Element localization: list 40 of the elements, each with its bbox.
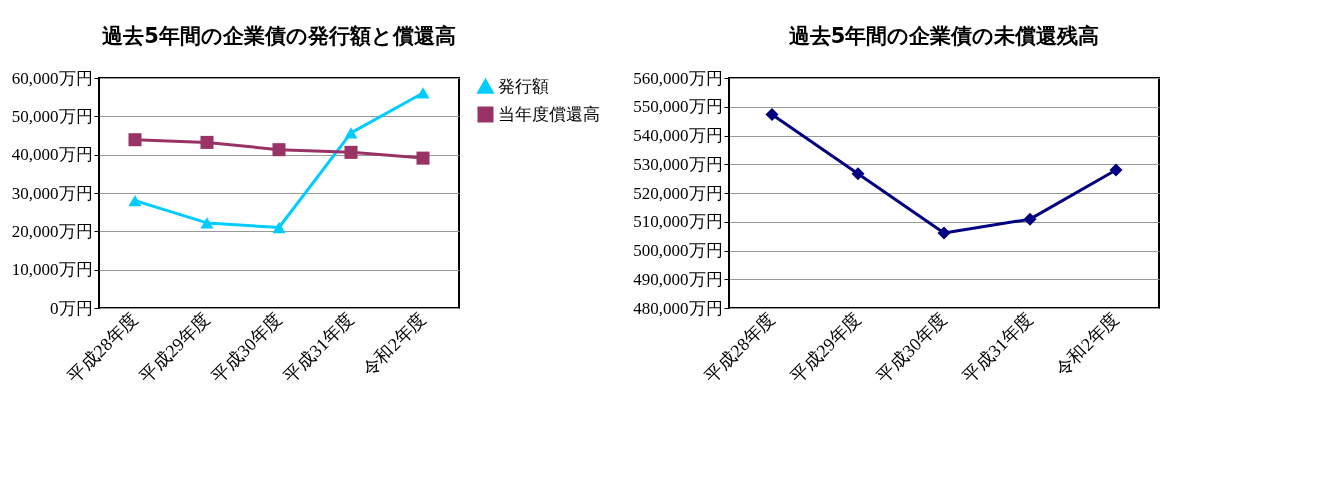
- point: [851, 167, 865, 181]
- point: [416, 151, 430, 165]
- y-tick-label: 10,000万円: [11, 260, 93, 280]
- point: [128, 133, 142, 147]
- y-tick-label: 480,000万円: [633, 298, 723, 318]
- point: [937, 226, 951, 240]
- x-tick-label: 平成30年度: [873, 308, 951, 387]
- x-tick-label: 令和2年度: [358, 308, 430, 381]
- legend-label: 当年度償還高: [498, 103, 600, 124]
- y-tick-label: 500,000万円: [633, 241, 723, 260]
- y-tick-label: 490,000万円: [633, 269, 723, 289]
- point: [200, 135, 214, 149]
- point: [272, 221, 286, 234]
- point: [200, 217, 214, 229]
- point: [416, 87, 430, 99]
- point: [344, 127, 358, 139]
- y-tick-label: 520,000万円: [633, 183, 723, 203]
- legend-label: 発行額: [498, 75, 549, 96]
- chart-title: 過去5年間の企業債の発行額と償還高: [102, 24, 456, 48]
- point: [128, 195, 142, 207]
- y-tick-label: 0万円: [50, 298, 93, 318]
- y-tick-label: 530,000万円: [633, 154, 723, 174]
- y-tick-label: 40,000万円: [11, 145, 93, 165]
- point: [272, 143, 286, 157]
- y-tick-label: 30,000万円: [11, 183, 93, 203]
- x-tick-label: 平成29年度: [787, 308, 865, 387]
- point: [765, 107, 779, 122]
- x-tick-label: 平成31年度: [959, 308, 1037, 387]
- y-tick-label: 510,000万円: [633, 212, 723, 232]
- y-tick-label: 550,000万円: [633, 97, 723, 117]
- point: [1109, 163, 1123, 177]
- point: [344, 145, 358, 159]
- y-tick-label: 540,000万円: [633, 126, 723, 145]
- y-tick-label: 50,000万円: [11, 106, 93, 126]
- y-tick-label: 560,000万円: [633, 68, 723, 88]
- x-tick-label: 令和2年度: [1051, 308, 1123, 381]
- y-tick-label: 60,000万円: [11, 68, 93, 88]
- chart-title: 過去5年間の企業債の未償還残高: [788, 24, 1100, 48]
- y-tick-label: 20,000万円: [11, 221, 93, 241]
- point: [1023, 212, 1037, 226]
